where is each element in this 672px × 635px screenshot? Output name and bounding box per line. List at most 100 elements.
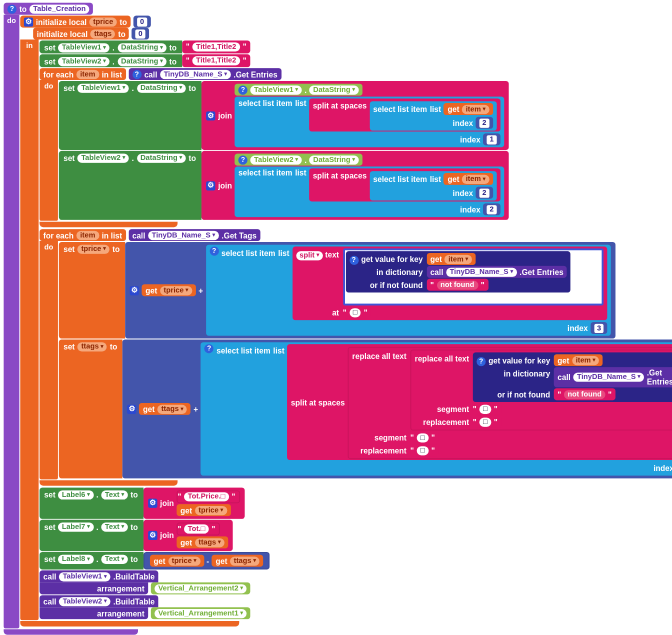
gear-icon[interactable]: ⚙	[23, 17, 34, 27]
property-dropdown[interactable]: Text ▾	[101, 522, 128, 532]
number-block[interactable]: 2	[475, 186, 493, 199]
get-tprice-block[interactable]: get tprice ▾	[149, 554, 204, 567]
get-value-for-key-block[interactable]: ? get value for key get item ▾	[472, 352, 672, 403]
get-tprice-block[interactable]: get tprice ▾	[141, 284, 196, 297]
foreach-header[interactable]: for each item in list	[39, 229, 126, 242]
call-tinydb-get-entries[interactable]: ? call TinyDB_Name_S ▾ .Get Entries	[128, 68, 282, 81]
component-dropdown[interactable]: TableView1 ▾	[58, 43, 110, 53]
split-at-spaces-block[interactable]: split at spaces replace all text	[287, 344, 672, 460]
get-item-block[interactable]: get item ▾	[443, 103, 493, 115]
help-icon[interactable]: ?	[349, 255, 359, 265]
text-field[interactable]: Tot.□	[184, 524, 209, 534]
number-block[interactable]: 0	[133, 15, 151, 28]
set-label8-text-row[interactable]: set Label8 ▾ . Text ▾ to get tprice ▾	[39, 552, 270, 570]
property-dropdown[interactable]: Text ▾	[101, 554, 128, 564]
set-label6-text-row[interactable]: set Label6 ▾ . Text ▾ to ⚙ join	[39, 487, 245, 519]
select-list-item-block[interactable]: select list item list get item ▾	[369, 101, 497, 131]
gear-icon[interactable]: ⚙	[148, 530, 158, 541]
foreach-header[interactable]: for each item in list	[39, 68, 126, 81]
procedure-header[interactable]: ? to Table_Creation	[3, 2, 94, 15]
number-block[interactable]: 3	[590, 322, 608, 334]
get-item-block[interactable]: get item ▾	[443, 172, 493, 185]
gear-icon[interactable]: ⚙	[127, 404, 137, 414]
help-icon[interactable]: ?	[476, 356, 486, 366]
text-field[interactable]: Title1,Title2	[192, 56, 240, 66]
component-dropdown[interactable]: TinyDB_Name_S ▾	[446, 267, 517, 277]
var-dropdown[interactable]: ttags ▾	[77, 342, 108, 352]
local-var-ttags-field[interactable]: ttags	[90, 28, 116, 39]
plus-block[interactable]: ⚙ get tprice ▾ + ?	[125, 241, 616, 339]
property-dropdown[interactable]: DataString ▾	[136, 153, 186, 163]
text-field[interactable]: Tot.Price.□	[184, 492, 229, 502]
text-field[interactable]: Title1,Title2	[192, 42, 240, 52]
call-tinydb-get-tags[interactable]: call TinyDB_Name_S ▾ .Get Tags	[128, 229, 261, 242]
number-block[interactable]: 2	[483, 203, 501, 216]
set-tableview1-join-row[interactable]: set TableView1 ▾ . DataString ▾ to ⚙	[58, 80, 509, 150]
var-dropdown[interactable]: item ▾	[462, 104, 490, 114]
select-list-item-block[interactable]: select list item list split at spaces	[234, 166, 504, 218]
component-dropdown[interactable]: TableView1 ▾	[59, 571, 111, 581]
text-field[interactable]: not found	[564, 389, 606, 399]
var-dropdown[interactable]: item ▾	[444, 254, 472, 264]
call-tinydb-get-entries[interactable]: call TinyDB_Name_S ▾ .Get Entries	[426, 265, 568, 278]
text-string-block[interactable]: " □ "	[472, 402, 502, 415]
set-tableview1-datastring-title[interactable]: set TableView1 ▾ . DataString ▾ to " Title…	[39, 40, 251, 54]
get-tprice-block[interactable]: get tprice ▾	[176, 504, 231, 517]
text-field[interactable]: not found	[436, 280, 478, 290]
text-string-block[interactable]: " not found "	[553, 388, 616, 401]
component-dropdown[interactable]: TableView1 ▾	[77, 83, 129, 93]
set-ttags-row[interactable]: set ttags ▾ to ⚙ get	[58, 339, 672, 479]
gear-icon[interactable]: ⚙	[206, 180, 216, 190]
foreach-entries-block[interactable]: for each item in list ? call TinyDB_Name…	[39, 68, 509, 228]
gear-icon[interactable]: ⚙	[148, 498, 158, 508]
component-dropdown[interactable]: Label7 ▾	[58, 522, 94, 532]
call-tableview2-buildtable[interactable]: call TableView2 ▾ .BuildTable arrangement	[39, 595, 251, 620]
procedure-block[interactable]: ? to Table_Creation do ⚙ initialize loca…	[3, 2, 672, 635]
gear-icon[interactable]: ⚙	[129, 285, 140, 295]
text-string-block[interactable]: " Tot.Price.□ "	[176, 490, 240, 504]
foreach-tags-block[interactable]: for each item in list call TinyDB_Name_S…	[39, 229, 672, 487]
number-block[interactable]: 2	[475, 116, 493, 129]
init-local-row-1[interactable]: ⚙ initialize local tprice to	[20, 15, 131, 28]
get-tableview1-datastring[interactable]: ? TableView1 ▾ . DataString ▾	[234, 83, 363, 96]
text-field[interactable]: □	[416, 445, 429, 455]
select-list-item-block[interactable]: ? select list item list split ▾ text	[205, 244, 612, 336]
replace-all-text-block[interactable]: replace all text replace all text	[347, 346, 672, 460]
text-field[interactable]: □	[479, 404, 492, 414]
text-field[interactable]: □	[479, 417, 492, 427]
number-block[interactable]: 1	[483, 133, 501, 146]
component-dropdown[interactable]: TableView2 ▾	[59, 596, 111, 606]
set-label7-text-row[interactable]: set Label7 ▾ . Text ▾ to ⚙ join	[39, 519, 233, 552]
join-block[interactable]: ⚙ join ? TableView1 ▾ .	[201, 80, 509, 150]
select-list-item-block[interactable]: select list item list split at spaces	[234, 96, 504, 148]
vertical-arrangement1-block[interactable]: Vertical_Arrangement1 ▾	[150, 607, 251, 620]
select-list-item-block[interactable]: ? select list item list split at spaces	[200, 342, 672, 476]
split-block[interactable]: split ▾ text ? get value for key	[292, 246, 608, 321]
procedure-name-field[interactable]: Table_Creation	[29, 4, 90, 14]
component-dropdown[interactable]: Vertical_Arrangement2 ▾	[154, 583, 247, 593]
text-string-block[interactable]: " □ "	[472, 415, 502, 428]
join-block[interactable]: ⚙ join " Tot.Price.□ " get	[143, 487, 245, 519]
help-icon[interactable]: ?	[204, 344, 214, 354]
help-icon[interactable]: ?	[238, 155, 248, 165]
component-dropdown[interactable]: TableView2 ▾	[58, 57, 110, 67]
var-dropdown[interactable]: tprice ▾	[168, 556, 201, 566]
call-tableview1-buildtable[interactable]: call TableView1 ▾ .BuildTable arrangement	[39, 570, 251, 595]
var-dropdown[interactable]: item ▾	[462, 174, 490, 184]
property-dropdown[interactable]: DataString ▾	[309, 155, 359, 165]
component-dropdown[interactable]: TinyDB_Name_S ▾	[160, 69, 231, 79]
join-block[interactable]: ⚙ join " Tot.□ " get	[143, 519, 233, 552]
gear-icon[interactable]: ⚙	[206, 110, 216, 121]
property-dropdown[interactable]: DataString ▾	[136, 83, 186, 93]
help-icon[interactable]: ?	[209, 246, 219, 256]
replace-all-text-block[interactable]: replace all text ? get value for key	[410, 349, 672, 431]
loop-var-field[interactable]: item	[76, 230, 99, 240]
select-list-item-block[interactable]: select list item list get item ▾	[369, 171, 497, 201]
set-tableview2-join-row[interactable]: set TableView2 ▾ . DataString ▾ to ⚙	[58, 150, 509, 220]
component-dropdown[interactable]: TinyDB_Name_S ▾	[148, 230, 219, 240]
text-field[interactable]: □	[349, 307, 361, 317]
component-dropdown[interactable]: Vertical_Arrangement1 ▾	[154, 608, 247, 618]
text-string-block[interactable]: " Title1,Title2 "	[182, 40, 251, 54]
split-at-spaces-block[interactable]: split at spaces select list item list	[309, 168, 501, 202]
text-field[interactable]: □	[416, 432, 429, 443]
